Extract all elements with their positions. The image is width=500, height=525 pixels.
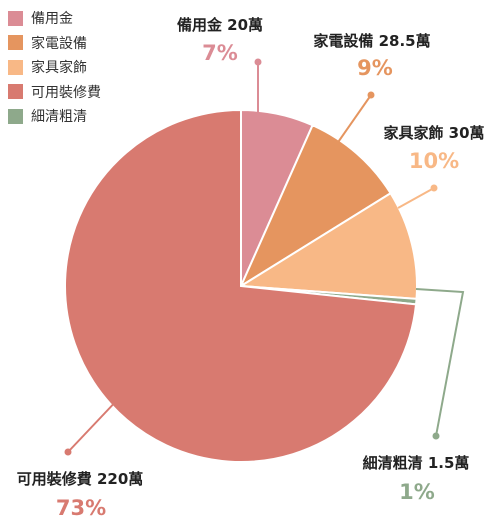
callout-dot bbox=[367, 91, 375, 99]
legend: 備用金 家電設備 家具家飾 可用裝修費 細清粗清 bbox=[8, 6, 101, 129]
callout-dot bbox=[64, 448, 72, 456]
callout-line bbox=[415, 288, 465, 437]
legend-label: 備用金 bbox=[31, 11, 73, 28]
callout-line bbox=[397, 187, 435, 209]
legend-label: 家電設備 bbox=[31, 35, 87, 52]
legend-swatch bbox=[8, 59, 23, 75]
slice-percent: 9% bbox=[357, 56, 393, 80]
slice-label: 備用金 20萬 bbox=[177, 16, 263, 34]
legend-label: 家具家飾 bbox=[31, 60, 87, 77]
slice-label: 家具家飾 30萬 bbox=[383, 124, 484, 142]
pie-slice bbox=[238, 123, 392, 289]
slice-percent: 7% bbox=[202, 41, 238, 65]
legend-item-reserve: 備用金 bbox=[8, 6, 101, 31]
slice-percent: 1% bbox=[399, 480, 435, 504]
legend-swatch bbox=[8, 84, 23, 100]
legend-swatch bbox=[8, 108, 23, 124]
slice-label: 細清粗清 1.5萬 bbox=[363, 454, 470, 472]
callout-dot bbox=[254, 58, 262, 66]
callout-dot bbox=[432, 432, 440, 440]
pie-slice bbox=[64, 108, 418, 463]
legend-item-furniture: 家具家飾 bbox=[8, 55, 101, 80]
pie-slice bbox=[237, 191, 418, 300]
legend-swatch bbox=[8, 35, 23, 51]
legend-label: 細清粗清 bbox=[31, 109, 87, 126]
slice-label: 可用裝修費 220萬 bbox=[17, 470, 144, 488]
legend-swatch bbox=[8, 10, 23, 26]
legend-item-appliances: 家電設備 bbox=[8, 31, 101, 56]
slice-percent: 73% bbox=[56, 496, 106, 520]
slice-percent: 10% bbox=[409, 149, 459, 173]
legend-item-renovation: 可用裝修費 bbox=[8, 80, 101, 105]
legend-item-cleaning: 細清粗清 bbox=[8, 104, 101, 129]
callout-line bbox=[333, 94, 372, 149]
slice-label: 家電設備 28.5萬 bbox=[313, 32, 430, 50]
callout-dot bbox=[430, 184, 438, 192]
callout-line bbox=[67, 395, 122, 453]
legend-label: 可用裝修費 bbox=[31, 84, 101, 101]
